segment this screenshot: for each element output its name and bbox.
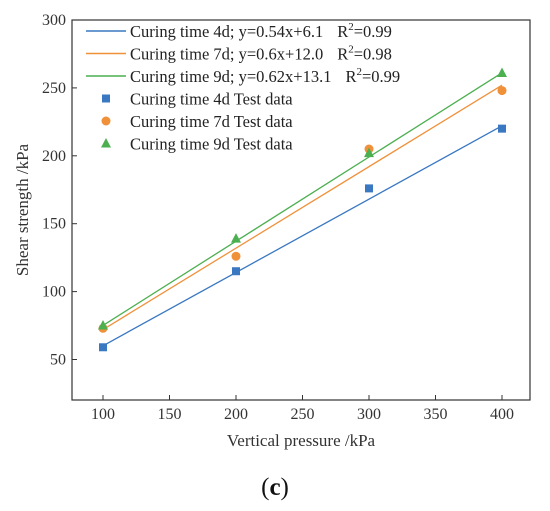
legend-r2-symbol: R [345, 67, 356, 86]
legend-r2-superscript: 2 [348, 21, 354, 33]
data-point-square [498, 124, 506, 133]
legend-equation: Curing time 7d; y=0.6x+12.0 [130, 45, 323, 64]
data-point-square [99, 343, 107, 352]
y-tick-label: 250 [42, 80, 66, 97]
y-tick-label: 200 [42, 148, 66, 165]
legend-r2-value: =0.98 [354, 45, 392, 64]
legend-series-label: Curing time 4d Test data [130, 90, 293, 109]
legend: Curing time 4d; y=0.54x+6.1 R2=0.99Curing… [86, 21, 400, 154]
x-axis-title: Vertical pressure /kPa [227, 431, 376, 450]
legend-r2-superscript: 2 [357, 66, 363, 78]
panel-label-letter: c [269, 474, 280, 501]
fit-lines [102, 72, 503, 347]
data-point-circle [497, 86, 507, 96]
legend-r2-symbol: R [337, 22, 348, 41]
x-tick-label: 100 [91, 406, 115, 423]
fit-line [102, 72, 503, 326]
legend-marker-square [102, 94, 110, 103]
legend-equation: Curing time 4d; y=0.54x+6.1 [130, 22, 323, 41]
x-tick-label: 400 [490, 406, 514, 423]
axis-ticks: 100 150 200 250 300 350 400 50 100 150 200 250 300 [42, 12, 514, 423]
legend-fit-label: Curing time 7d; y=0.6x+12.0 R2=0.98 [130, 44, 392, 64]
panel-label: (c) [261, 474, 289, 501]
panel-label-close: ) [281, 474, 289, 501]
x-tick-label: 150 [158, 406, 182, 423]
y-tick-label: 50 [50, 352, 66, 369]
fit-line [102, 84, 503, 331]
y-tick-label: 300 [42, 12, 66, 29]
legend-marker-circle [101, 116, 111, 126]
legend-equation: Curing time 9d; y=0.62x+13.1 [130, 67, 331, 86]
x-tick-label: 300 [357, 406, 381, 423]
data-point-square [232, 267, 240, 276]
data-point-square [365, 184, 373, 193]
data-point-triangle [364, 147, 374, 158]
legend-series-label: Curing time 9d Test data [130, 135, 293, 154]
legend-series-label: Curing time 7d Test data [130, 112, 293, 131]
legend-r2-symbol: R [337, 45, 348, 64]
data-point-triangle [231, 233, 241, 243]
legend-r2-value: =0.99 [354, 22, 392, 41]
legend-marker-triangle [101, 138, 111, 148]
legend-r2-superscript: 2 [348, 44, 354, 56]
y-tick-label: 100 [42, 284, 66, 301]
data-point-triangle [98, 320, 108, 330]
fit-line [102, 125, 503, 347]
plot-frame [71, 19, 531, 401]
legend-fit-label: Curing time 4d; y=0.54x+6.1 R2=0.99 [130, 21, 392, 41]
y-tick-label: 150 [42, 216, 66, 233]
data-point-triangle [497, 67, 507, 77]
panel-label-open: ( [261, 474, 269, 501]
x-tick-label: 350 [424, 406, 448, 423]
data-point-circle [231, 251, 241, 261]
legend-r2-value: =0.99 [362, 67, 400, 86]
legend-fit-label: Curing time 9d; y=0.62x+13.1 R2=0.99 [130, 66, 400, 86]
x-tick-label: 200 [224, 406, 248, 423]
y-axis-title: Shear strength /kPa [13, 143, 32, 276]
x-tick-label: 250 [291, 406, 315, 423]
data-markers [98, 67, 507, 352]
